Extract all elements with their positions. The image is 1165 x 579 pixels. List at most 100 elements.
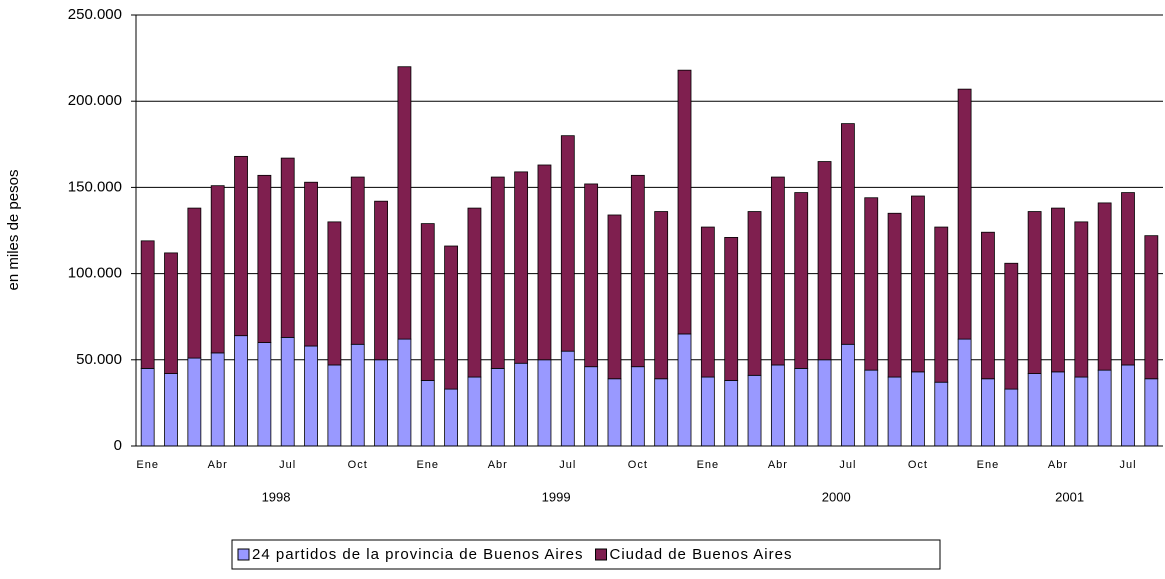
bar-segment: [187, 357, 202, 447]
y-tick-label: 100.000: [68, 265, 122, 282]
bar-segment: [140, 240, 155, 369]
year-label: 1998: [262, 489, 291, 504]
x-tick-label: Jul: [1119, 459, 1136, 471]
bar-segment: [350, 176, 365, 345]
bar-segment: [374, 359, 388, 447]
bar-segment: [350, 343, 365, 447]
bar-segment: [584, 366, 599, 447]
bar-segment: [864, 369, 879, 447]
bar-segment: [444, 245, 459, 390]
bar-segment: [187, 207, 202, 359]
x-tick-label: Jul: [559, 459, 576, 471]
bar-segment: [1051, 371, 1065, 447]
legend-label: 24 partidos de la provincia de Buenos Ai…: [252, 546, 584, 563]
bar-segment: [1027, 211, 1042, 374]
bar-segment: [374, 200, 388, 361]
x-tick-label: Oct: [628, 459, 648, 471]
bar-segment: [234, 155, 248, 337]
bar-segment: [840, 123, 855, 345]
bar-segment: [1144, 235, 1159, 380]
bar-segment: [490, 368, 505, 447]
bar-segment: [817, 161, 832, 361]
bar-segment: [700, 226, 715, 378]
bar-segment: [584, 183, 599, 368]
bar-segment: [1004, 262, 1019, 390]
bar-segment: [677, 333, 692, 447]
y-tick-label: 0: [114, 437, 122, 454]
bar-segment: [280, 336, 295, 447]
y-tick-label: 250.000: [68, 6, 122, 23]
bar-segment: [1121, 192, 1135, 366]
bar-segment: [654, 378, 669, 447]
bar-segment: [654, 211, 669, 380]
x-tick-label: Ene: [416, 459, 439, 471]
bar-segment: [887, 212, 902, 378]
bar-segment: [304, 181, 318, 347]
bar-segment: [607, 378, 622, 447]
bar-segment: [747, 211, 762, 376]
bar-segment: [467, 376, 482, 447]
x-tick-label: Jul: [279, 459, 296, 471]
x-tick-label: Abr: [1048, 459, 1068, 471]
x-tick-label: Jul: [839, 459, 856, 471]
bar-segment: [724, 380, 739, 447]
bar-segment: [981, 378, 995, 447]
bar-segment: [537, 359, 552, 447]
bar-segment: [1121, 364, 1135, 447]
bar-segment: [747, 374, 762, 447]
bar-segment: [420, 380, 435, 447]
bar-segment: [770, 364, 785, 447]
y-tick-label: 50.000: [76, 351, 122, 368]
bar-segment: [1004, 388, 1019, 447]
bar-segment: [164, 252, 178, 374]
bar-segment: [234, 335, 248, 447]
bar-segment: [607, 214, 622, 380]
bar-segment: [630, 174, 645, 368]
bar-segment: [560, 135, 575, 352]
bar-segment: [934, 226, 949, 383]
x-tick-label: Ene: [697, 459, 720, 471]
bar-segment: [724, 236, 739, 381]
x-tick-label: Ene: [136, 459, 159, 471]
bar-segment: [537, 164, 552, 361]
bar-segment: [514, 362, 529, 447]
legend: [231, 539, 941, 570]
bar-segment: [560, 350, 575, 447]
bar-segment: [257, 174, 272, 343]
bar-segment: [1144, 378, 1159, 447]
legend-label: Ciudad de Buenos Aires: [610, 546, 793, 563]
bar-segment: [794, 368, 809, 447]
bar-segment: [817, 359, 832, 447]
legend-swatch: [595, 548, 608, 561]
bar-segment: [934, 381, 949, 447]
bar-segment: [164, 373, 178, 447]
bar-segment: [210, 352, 225, 447]
legend-swatch: [237, 548, 250, 561]
bar-segment: [911, 371, 925, 447]
year-label: 1999: [542, 489, 571, 504]
bar-segment: [397, 66, 412, 340]
bar-segment: [864, 197, 879, 371]
bar-segment: [840, 343, 855, 447]
y-axis-label: en miles de pesos: [5, 170, 22, 291]
bar-segment: [981, 231, 995, 380]
bar-segment: [1097, 369, 1112, 447]
bar-segment: [1097, 202, 1112, 371]
bar-segment: [1074, 221, 1089, 378]
bar-segment: [1051, 207, 1065, 373]
year-label: 2000: [822, 489, 851, 504]
y-tick-label: 150.000: [68, 178, 122, 195]
bar-segment: [257, 342, 272, 447]
x-tick-label: Oct: [348, 459, 368, 471]
bar-segment: [280, 157, 295, 338]
x-tick-label: Ene: [977, 459, 1000, 471]
bar-segment: [1027, 373, 1042, 447]
bar-segment: [140, 368, 155, 447]
bar-segment: [794, 192, 809, 369]
x-tick-label: Oct: [908, 459, 928, 471]
bar-segment: [770, 176, 785, 366]
bar-segment: [490, 176, 505, 369]
x-tick-label: Abr: [208, 459, 228, 471]
bar-segment: [957, 338, 972, 447]
